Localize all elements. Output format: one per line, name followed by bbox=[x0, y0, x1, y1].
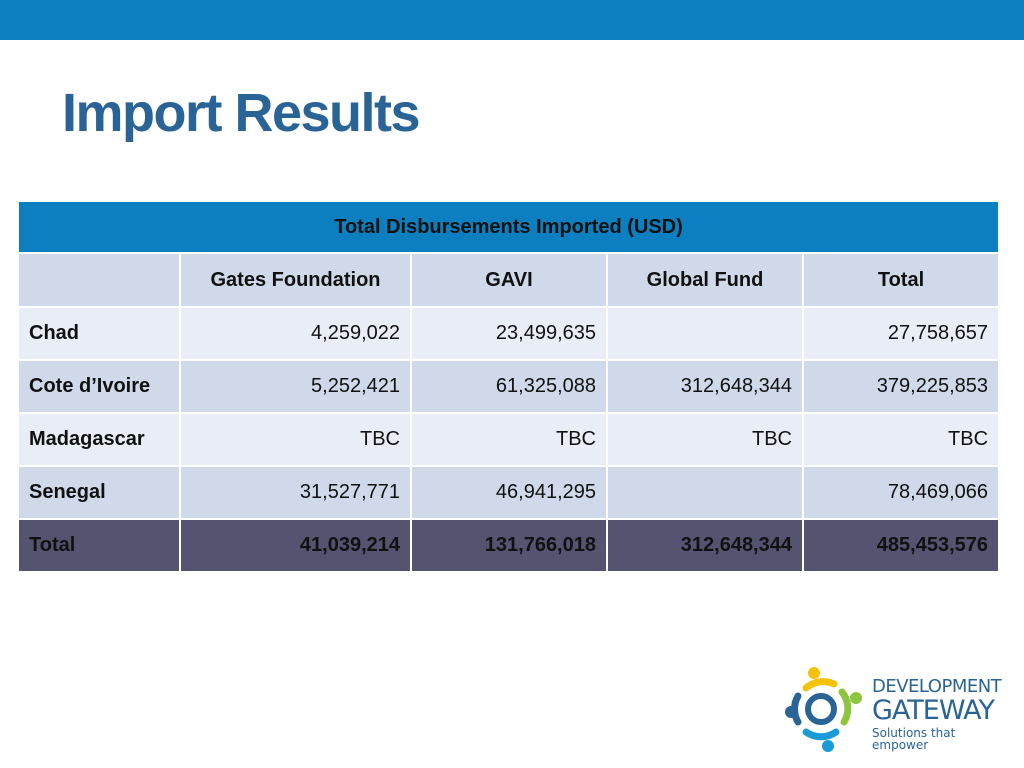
cell-gates-foundation: 31,527,771 bbox=[179, 465, 412, 520]
total-global-fund: 312,648,344 bbox=[606, 518, 804, 573]
table-total-row: Total 41,039,214 131,766,018 312,648,344… bbox=[17, 518, 1001, 573]
disbursements-table: Total Disbursements Imported (USD) Gates… bbox=[16, 200, 1001, 573]
logo-tagline: Solutions that empower bbox=[872, 726, 956, 752]
logo-emblem-icon bbox=[785, 667, 862, 752]
table-header-row: Gates Foundation GAVI Global Fund Total bbox=[17, 252, 1001, 308]
cell-gavi: 46,941,295 bbox=[410, 465, 608, 520]
cell-gavi: TBC bbox=[410, 412, 608, 467]
logo-line-gateway: GATEWAY bbox=[872, 695, 995, 726]
table-row-madagascar: Madagascar TBC TBC TBC TBC bbox=[17, 412, 1001, 467]
column-header-blank bbox=[17, 252, 181, 308]
cell-global-fund: 312,648,344 bbox=[606, 359, 804, 414]
cell-gavi: 61,325,088 bbox=[410, 359, 608, 414]
total-grand-total: 485,453,576 bbox=[801, 518, 1001, 573]
table-row-cote-divoire: Cote d’Ivoire 5,252,421 61,325,088 312,6… bbox=[17, 359, 1001, 414]
column-header-gates-foundation: Gates Foundation bbox=[179, 252, 412, 308]
cell-total: 27,758,657 bbox=[801, 306, 1001, 361]
cell-gates-foundation: 4,259,022 bbox=[179, 306, 412, 361]
top-accent-band bbox=[0, 0, 1024, 40]
row-label-total: Total bbox=[17, 518, 181, 573]
table-caption-row: Total Disbursements Imported (USD) bbox=[16, 200, 1001, 254]
row-label-cote-divoire: Cote d’Ivoire bbox=[17, 359, 181, 414]
row-label-chad: Chad bbox=[17, 306, 181, 361]
row-label-senegal: Senegal bbox=[17, 465, 181, 520]
table-row-senegal: Senegal 31,527,771 46,941,295 78,469,066 bbox=[17, 465, 1001, 520]
logo-wordmark: DEVELOPMENT GATEWAY Solutions that empow… bbox=[872, 676, 1014, 752]
total-gates-foundation: 41,039,214 bbox=[179, 518, 412, 573]
cell-gates-foundation: TBC bbox=[179, 412, 412, 467]
cell-total: 379,225,853 bbox=[801, 359, 1001, 414]
column-header-global-fund: Global Fund bbox=[606, 252, 804, 308]
cell-gates-foundation: 5,252,421 bbox=[179, 359, 412, 414]
row-label-madagascar: Madagascar bbox=[17, 412, 181, 467]
column-header-gavi: GAVI bbox=[410, 252, 608, 308]
cell-global-fund: TBC bbox=[606, 412, 804, 467]
development-gateway-logo: DEVELOPMENT GATEWAY Solutions that empow… bbox=[784, 664, 1014, 754]
cell-total: TBC bbox=[801, 412, 1001, 467]
table-caption: Total Disbursements Imported (USD) bbox=[16, 200, 1001, 254]
page-title: Import Results bbox=[62, 83, 421, 143]
cell-global-fund bbox=[606, 465, 804, 520]
cell-global-fund bbox=[606, 306, 804, 361]
cell-gavi: 23,499,635 bbox=[410, 306, 608, 361]
column-header-total: Total bbox=[801, 252, 1001, 308]
total-gavi: 131,766,018 bbox=[410, 518, 608, 573]
table-row-chad: Chad 4,259,022 23,499,635 27,758,657 bbox=[17, 306, 1001, 361]
cell-total: 78,469,066 bbox=[801, 465, 1001, 520]
logo-line-development: DEVELOPMENT bbox=[872, 676, 1002, 697]
